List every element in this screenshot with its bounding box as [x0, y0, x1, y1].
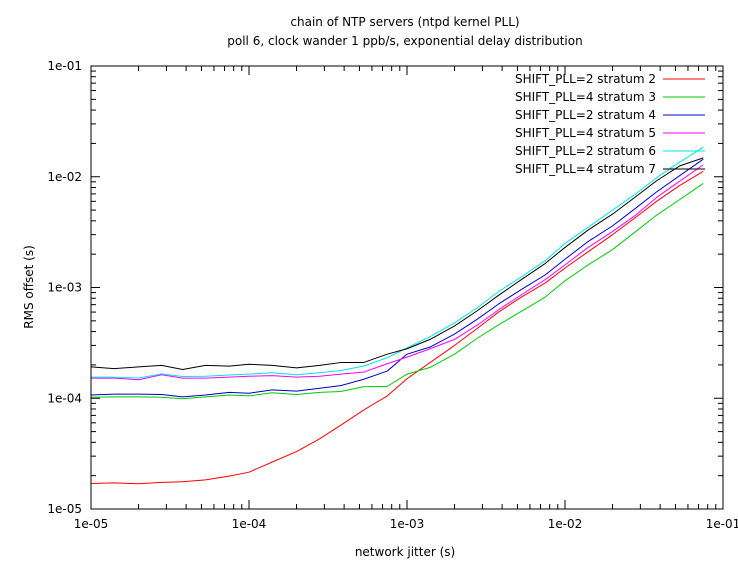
axis-ticks — [90, 65, 724, 510]
x-tick-label: 1e-01 — [706, 517, 738, 531]
legend-label: SHIFT_PLL=2 stratum 2 — [515, 72, 656, 86]
y-tick-label: 1e-02 — [47, 170, 82, 184]
y-tick-label: 1e-05 — [47, 502, 82, 516]
x-tick-label: 1e-02 — [548, 517, 583, 531]
x-axis-label: network jitter (s) — [355, 545, 455, 559]
chart-subtitle: poll 6, clock wander 1 ppb/s, exponentia… — [227, 34, 582, 48]
legend-label: SHIFT_PLL=4 stratum 3 — [515, 90, 656, 104]
y-tick-label: 1e-01 — [47, 59, 82, 73]
legend-label: SHIFT_PLL=2 stratum 6 — [515, 144, 656, 158]
y-tick-label: 1e-03 — [47, 281, 82, 295]
legend-label: SHIFT_PLL=2 stratum 4 — [515, 108, 656, 122]
legend-label: SHIFT_PLL=4 stratum 7 — [515, 162, 656, 176]
series-line-1 — [90, 170, 704, 485]
series-line-5 — [91, 146, 704, 379]
series-line-2 — [90, 183, 704, 400]
y-tick-label: 1e-04 — [47, 391, 82, 405]
series-line-6 — [90, 157, 704, 370]
series-line-3 — [90, 158, 704, 398]
legend-label: SHIFT_PLL=4 stratum 5 — [515, 126, 656, 140]
x-tick-label: 1e-04 — [232, 517, 267, 531]
y-axis-label: RMS offset (s) — [22, 245, 36, 329]
legend: SHIFT_PLL=2 stratum 2 SHIFT_PLL=4 stratum… — [515, 72, 705, 176]
series-line-4 — [91, 164, 704, 381]
plot-frame — [90, 65, 724, 510]
x-tick-label: 1e-05 — [74, 517, 109, 531]
x-tick-label: 1e-03 — [390, 517, 425, 531]
chart-title: chain of NTP servers (ntpd kernel PLL) — [290, 15, 519, 29]
series-lines — [90, 146, 704, 485]
tick-labels: 1e-05 1e-04 1e-03 1e-02 1e-01 1e-05 1e-04 1e-03… — [47, 59, 738, 531]
